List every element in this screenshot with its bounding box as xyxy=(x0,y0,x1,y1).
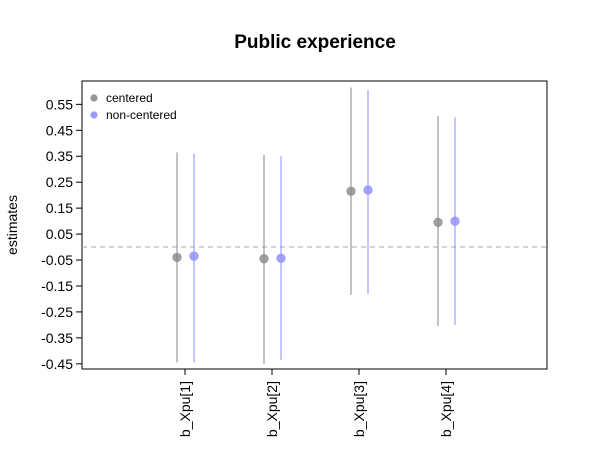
y-axis-label: estimates xyxy=(4,195,20,255)
legend-label: non-centered xyxy=(106,108,177,122)
legend: centered non-centered xyxy=(90,91,177,122)
data-point xyxy=(276,253,286,263)
legend-marker xyxy=(90,111,98,119)
x-tick-label: b_Xpu[4] xyxy=(438,381,454,437)
x-axis: b_Xpu[1] b_Xpu[2] b_Xpu[3] b_Xpu[4] xyxy=(177,368,454,437)
plot-area xyxy=(81,80,548,370)
x-tick-label: b_Xpu[1] xyxy=(177,381,193,437)
y-tick-label: 0.15 xyxy=(46,200,73,216)
y-tick-label: -0.05 xyxy=(41,252,73,268)
y-tick-label: -0.25 xyxy=(41,304,73,320)
data-point xyxy=(433,217,443,228)
legend-marker xyxy=(90,94,98,102)
legend-label: centered xyxy=(106,91,153,105)
y-tick-label: -0.45 xyxy=(41,356,73,372)
data-point xyxy=(363,185,373,195)
data-point xyxy=(259,254,269,264)
y-tick-label: 0.35 xyxy=(46,148,73,164)
y-tick-label: 0.05 xyxy=(46,226,73,242)
y-tick-label: 0.25 xyxy=(46,174,73,190)
error-bars xyxy=(176,87,456,364)
data-point xyxy=(346,186,356,196)
points xyxy=(172,185,460,264)
data-point xyxy=(189,251,199,261)
data-point xyxy=(450,216,460,226)
chart-title: Public experience xyxy=(234,32,396,53)
y-axis: 0.55 0.45 0.35 0.25 0.15 0.05 -0.05 -0.15 -0.25 -… xyxy=(41,96,83,372)
y-tick-label: 0.45 xyxy=(46,122,73,138)
data-point xyxy=(172,252,182,263)
y-tick-label: -0.15 xyxy=(41,278,73,294)
y-tick-label: -0.35 xyxy=(41,330,73,346)
x-tick-label: b_Xpu[2] xyxy=(264,381,280,437)
y-tick-label: 0.55 xyxy=(46,96,73,112)
x-tick-label: b_Xpu[3] xyxy=(351,381,367,437)
